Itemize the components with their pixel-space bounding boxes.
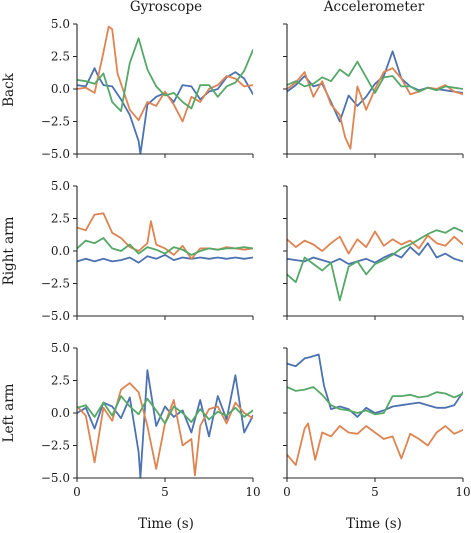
- x-tick-label: 0: [73, 485, 81, 499]
- panel-right-arm-accelerometer: [283, 185, 464, 320]
- series-line-2: [287, 422, 463, 466]
- x-tick-label: 10: [455, 485, 470, 499]
- series-group: [77, 212, 253, 264]
- y-tick-label: 0.0: [51, 406, 70, 420]
- row-label-left-arm: Left arm: [1, 383, 17, 442]
- series-line-2: [77, 25, 253, 123]
- y-tick-label: 0.0: [51, 244, 70, 258]
- series-line-3: [287, 226, 463, 302]
- row-label-right-arm: Right arm: [1, 216, 17, 285]
- series-line-2: [77, 212, 253, 260]
- y-tick-label: 5.0: [51, 179, 70, 193]
- series-line-3: [77, 395, 253, 425]
- x-axis-label-gyroscope: Time (s): [138, 516, 194, 532]
- x-tick-label: 5: [371, 485, 379, 499]
- series-line-1: [77, 67, 253, 154]
- y-tick-label: −2.5: [41, 277, 70, 291]
- x-tick-label: 10: [245, 485, 260, 499]
- y-tick-label: −5.0: [41, 147, 70, 161]
- y-tick-label: −5.0: [41, 309, 70, 323]
- series-group: [287, 226, 463, 302]
- panel-right-arm-gyroscope: 5.0 2.5 0.0 −2.5 −5.0: [41, 179, 254, 323]
- y-tick-label: 0.0: [51, 82, 70, 96]
- x-tick-label: 5: [161, 485, 169, 499]
- y-tick-label: 5.0: [51, 341, 70, 355]
- y-tick-label: 2.5: [51, 212, 70, 226]
- row-label-back: Back: [1, 72, 17, 107]
- panel-back-accelerometer: [283, 23, 464, 158]
- series-line-1: [287, 242, 463, 265]
- y-tick-label: 2.5: [51, 50, 70, 64]
- series-group: [287, 353, 463, 466]
- series-line-2: [77, 382, 253, 477]
- x-tick-label: 0: [283, 485, 291, 499]
- series-group: [77, 25, 253, 154]
- y-tick-label: −2.5: [41, 439, 70, 453]
- y-tick-label: 2.5: [51, 374, 70, 388]
- series-line-2: [287, 67, 463, 150]
- series-group: [287, 50, 463, 150]
- panel-left-arm-gyroscope: 5.0 2.5 0.0 −2.5 −5.00 5 10: [41, 341, 261, 499]
- column-title-gyroscope: Gyroscope: [130, 0, 202, 15]
- series-line-1: [287, 353, 463, 418]
- column-title-accelerometer: Accelerometer: [323, 0, 425, 15]
- y-tick-label: −2.5: [41, 115, 70, 129]
- panel-left-arm-accelerometer: 0 5 10: [283, 347, 471, 499]
- series-line-1: [287, 50, 463, 123]
- y-tick-label: −5.0: [41, 471, 70, 485]
- series-line-3: [77, 237, 253, 256]
- series-line-2: [287, 230, 463, 255]
- series-line-3: [287, 386, 463, 416]
- series-line-3: [287, 60, 463, 94]
- series-line-1: [77, 253, 253, 264]
- x-axis-label-accelerometer: Time (s): [346, 516, 402, 532]
- y-tick-label: 5.0: [51, 17, 70, 31]
- series-line-3: [77, 37, 253, 112]
- panel-back-gyroscope: 5.0 2.5 0.0 −2.5 −5.0: [41, 17, 254, 161]
- series-group: [77, 369, 253, 478]
